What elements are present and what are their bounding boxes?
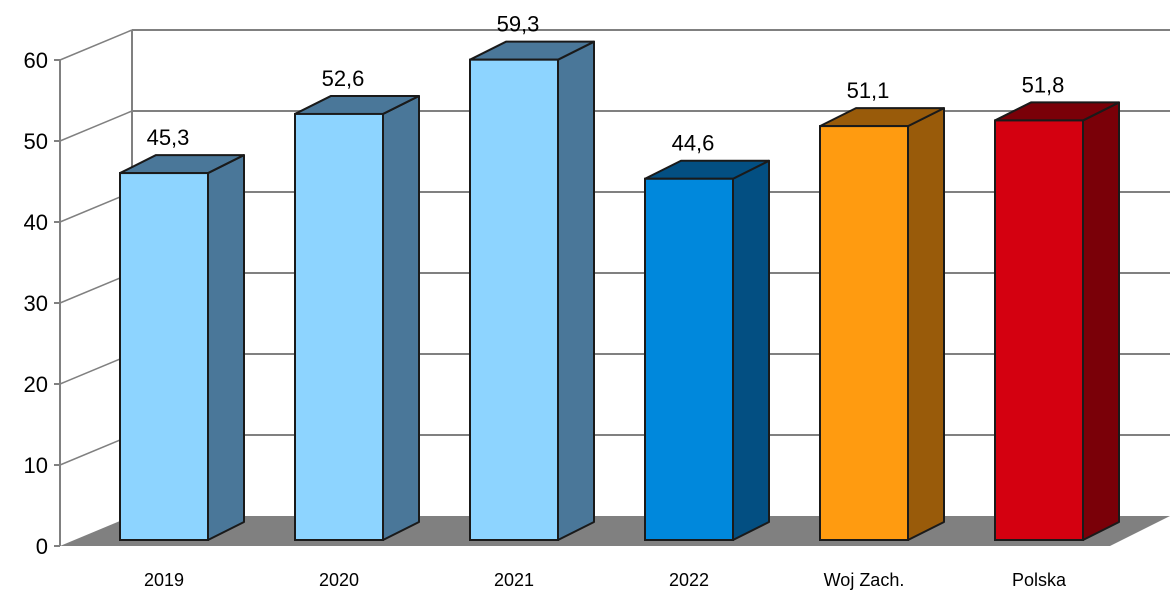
bar-side xyxy=(382,94,420,541)
y-tick-label: 60 xyxy=(24,48,48,73)
bar-front xyxy=(644,177,734,542)
labels: 45,3 2019 52,6 2020 59,3 2021 44,6 2022 51,1 Woj … xyxy=(144,12,1067,590)
bar-front xyxy=(469,58,559,541)
y-tick-label: 10 xyxy=(24,453,48,478)
bar-2020 xyxy=(294,94,420,541)
category-label: Polska xyxy=(1012,570,1067,590)
bar-front xyxy=(994,119,1084,541)
y-tick-label: 40 xyxy=(24,210,48,235)
bar-front xyxy=(819,125,909,541)
data-label: 45,3 xyxy=(147,125,190,150)
bar-side xyxy=(732,159,770,541)
bar-side xyxy=(207,154,245,541)
bar-side xyxy=(557,40,595,541)
category-label: 2019 xyxy=(144,570,184,590)
bar-side xyxy=(1082,101,1120,541)
y-axis: 0 10 20 30 40 50 60 xyxy=(24,48,61,559)
bar-2021 xyxy=(469,40,595,541)
category-label: 2021 xyxy=(494,570,534,590)
bars xyxy=(119,40,1120,542)
bar-woj-zach- xyxy=(819,107,945,541)
wall-gridline xyxy=(59,110,133,142)
data-label: 59,3 xyxy=(497,12,540,37)
data-label: 51,1 xyxy=(847,78,890,103)
category-label: 2020 xyxy=(319,570,359,590)
bar-2019 xyxy=(119,154,245,541)
category-label: 2022 xyxy=(669,570,709,590)
bar-2022 xyxy=(644,159,770,542)
y-tick-label: 20 xyxy=(24,372,48,397)
bar-front xyxy=(294,112,384,541)
y-tick-label: 50 xyxy=(24,129,48,154)
data-label: 44,6 xyxy=(672,131,715,156)
y-tick-label: 0 xyxy=(36,534,48,559)
y-tick-label: 30 xyxy=(24,291,48,316)
data-label: 52,6 xyxy=(322,66,365,91)
bar-side xyxy=(907,107,945,541)
data-label: 51,8 xyxy=(1022,72,1065,97)
wall-gridline xyxy=(59,29,133,61)
bar-polska xyxy=(994,101,1120,541)
bar-front xyxy=(119,172,209,541)
category-label: Woj Zach. xyxy=(824,570,905,590)
